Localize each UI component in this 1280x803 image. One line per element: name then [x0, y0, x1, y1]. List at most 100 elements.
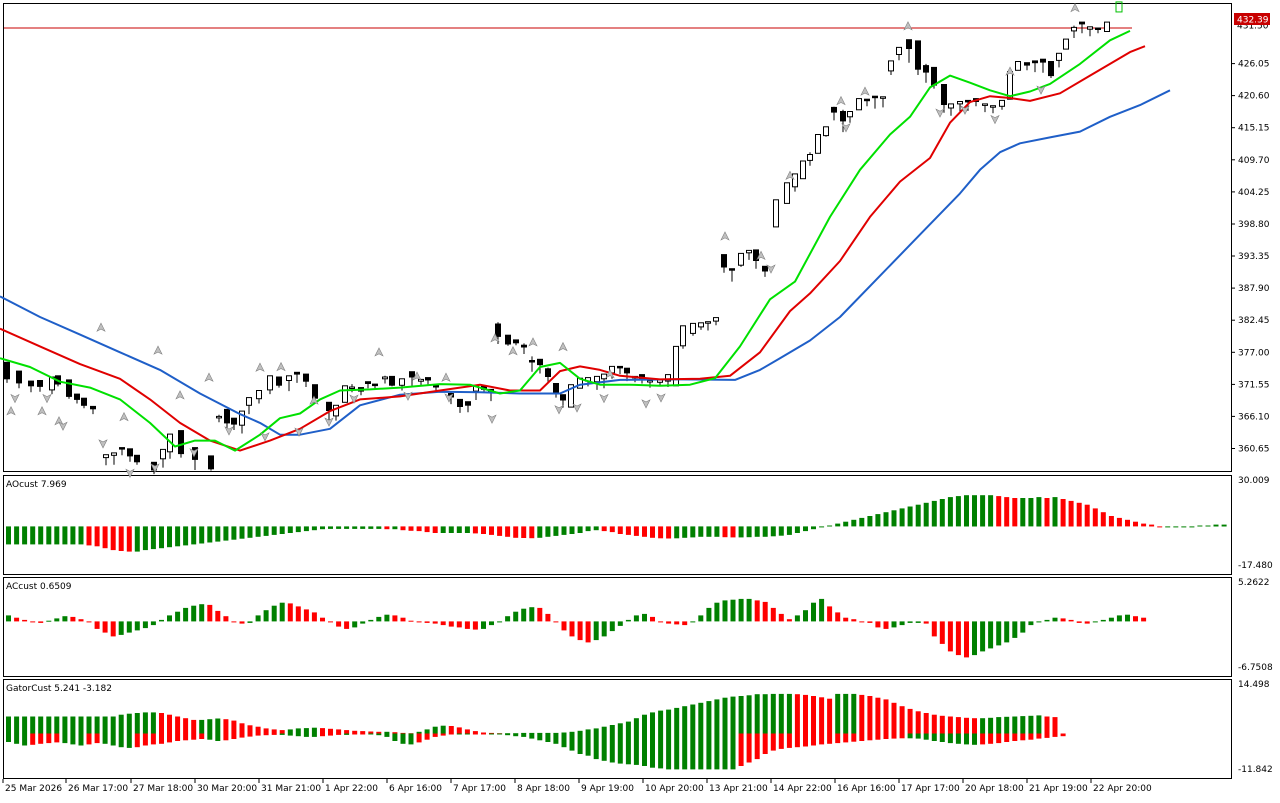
gator-lower-bar — [497, 733, 503, 735]
ac-bar — [931, 621, 937, 637]
candle — [982, 103, 988, 113]
ac-bar — [70, 616, 76, 622]
gator-lower-bar — [972, 733, 977, 745]
gator-upper-bar — [923, 713, 929, 734]
candle — [409, 371, 415, 387]
gator-lower-bar — [939, 733, 945, 742]
candle-body — [815, 134, 821, 154]
gator-upper-bar — [980, 718, 986, 734]
ao-bar — [1100, 512, 1106, 527]
ac-bar — [907, 621, 913, 623]
fractal-up-icon — [508, 346, 518, 356]
candle-body — [738, 252, 744, 266]
candle-body — [792, 173, 798, 188]
ao-bar — [1036, 497, 1042, 527]
gator-upper-bar — [344, 730, 350, 734]
ac-bar — [6, 615, 11, 622]
ac-bar — [38, 621, 44, 623]
gator-lower-bar — [14, 733, 20, 744]
fractal-down-icon — [98, 439, 108, 449]
ac-bar — [658, 621, 664, 623]
gator-upper-bar — [126, 713, 132, 734]
gator-lower-bar — [786, 733, 792, 748]
ac-pane-frame[interactable] — [3, 577, 1232, 677]
candle — [342, 385, 348, 403]
ac-bar — [633, 615, 639, 622]
candle-body — [208, 455, 214, 470]
gator-upper-bar — [642, 714, 647, 734]
candle-body — [568, 384, 574, 408]
gator-lower-bar — [617, 733, 623, 764]
main-pane-frame[interactable] — [3, 3, 1232, 472]
gator-upper-bar — [239, 723, 245, 734]
gator-pane-frame[interactable] — [3, 679, 1232, 779]
ac-bar — [472, 621, 478, 630]
gator-upper-bar — [650, 712, 655, 734]
candle-body — [127, 448, 133, 457]
ao-bar — [183, 526, 189, 546]
gator-upper-bar — [30, 716, 36, 734]
candle — [698, 322, 704, 330]
candle-body — [231, 417, 237, 425]
ac-bar — [295, 606, 301, 622]
ac-bar — [440, 621, 446, 626]
candle — [840, 109, 846, 133]
candle-body — [399, 378, 405, 386]
gator-upper-bar — [1028, 715, 1034, 734]
price-tick-label: 431.50 — [1237, 22, 1269, 32]
gator-lower-bar — [1020, 733, 1026, 741]
candle — [513, 339, 519, 346]
ao-bar — [311, 526, 317, 531]
gator-lower-bar — [352, 733, 358, 735]
candle-body — [465, 401, 471, 406]
gator-upper-bar — [159, 713, 164, 734]
candle — [856, 98, 862, 111]
time-tick-label: 26 Mar 17:00 — [68, 784, 128, 794]
gator-upper-bar — [617, 723, 623, 734]
ao-bar — [754, 526, 760, 537]
ao-bar — [964, 495, 969, 527]
ac-bar — [1108, 617, 1114, 622]
fractal-up-icon — [860, 86, 870, 96]
ao-bar — [730, 526, 736, 538]
time-tick-label: 1 Apr 22:00 — [325, 784, 378, 794]
ao-bar — [642, 526, 647, 537]
ao-bar — [1133, 521, 1138, 527]
price-axis: 426.05 420.60 415.15 409.70 404.25 398.80 393.… — [1231, 22, 1273, 775]
gator-upper-bar — [762, 694, 768, 734]
ao-bar — [175, 526, 181, 547]
candle — [800, 160, 806, 180]
fractal-down-icon — [58, 421, 68, 431]
ac-bar — [102, 621, 108, 633]
ao-bar — [384, 526, 390, 530]
candle-body — [872, 95, 878, 99]
ac-bar — [851, 619, 857, 622]
ao-bar — [907, 506, 913, 527]
ao-bar — [585, 526, 591, 532]
ao-bar — [368, 526, 374, 529]
indicator-max-label: 5.2622 — [1238, 578, 1270, 588]
ao-bar — [207, 526, 213, 543]
time-tick-label: 9 Apr 19:00 — [581, 784, 634, 794]
candle — [134, 454, 140, 465]
ao-bar — [980, 495, 986, 527]
ao-bar — [1197, 525, 1203, 527]
ao-bar — [472, 526, 478, 534]
gator-upper-bar — [537, 732, 543, 734]
candle — [915, 40, 921, 75]
gator-upper-bar — [223, 719, 229, 734]
ao-bar — [1084, 504, 1090, 527]
ao-bar — [666, 526, 672, 539]
ac-bar — [1116, 615, 1122, 622]
candle — [553, 383, 559, 398]
ao-bar — [1012, 498, 1018, 527]
gator-upper-bar — [1036, 715, 1042, 734]
candle-body — [495, 323, 501, 337]
ac-bar — [964, 621, 969, 658]
gator-lower-bar — [102, 733, 108, 744]
ac-bar — [207, 604, 213, 622]
ao-pane-frame[interactable] — [3, 475, 1232, 575]
ao-bar — [770, 526, 776, 537]
